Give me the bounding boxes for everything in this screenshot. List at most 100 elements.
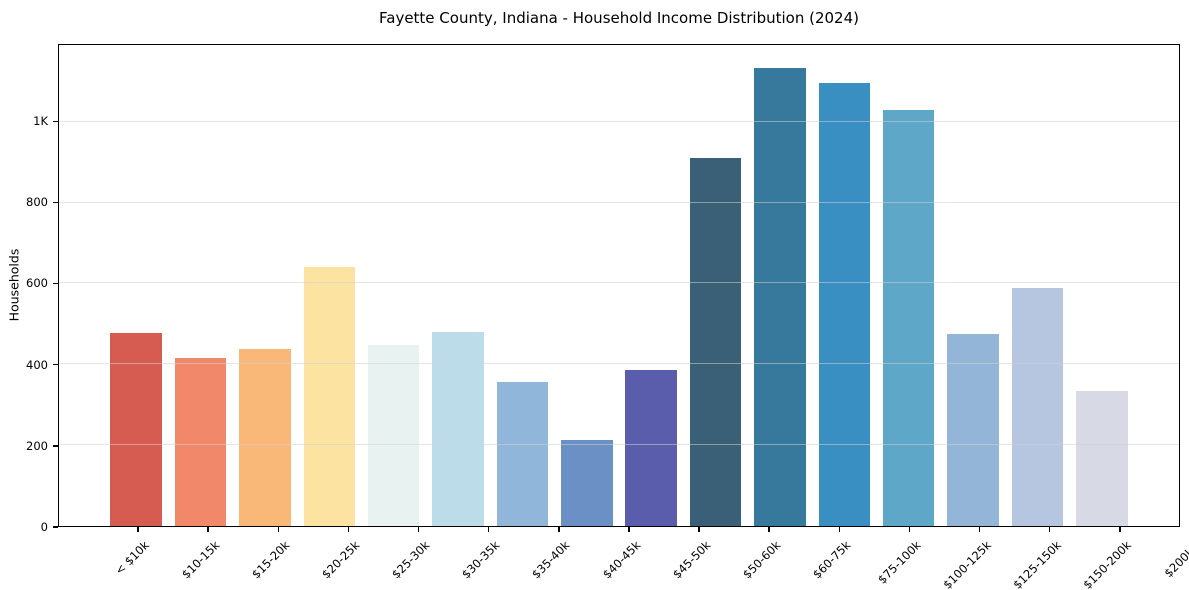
x-tick-mark bbox=[277, 527, 279, 532]
bar-slot bbox=[168, 45, 232, 526]
x-tick-slot bbox=[454, 527, 524, 532]
x-tick-label: $60-75k bbox=[809, 538, 854, 582]
x-tick-label: $150-200k bbox=[1079, 538, 1134, 590]
x-label-slot: $10-15k bbox=[173, 533, 243, 589]
x-tick-label: < $10k bbox=[112, 538, 152, 578]
x-label-slot: $75-100k bbox=[874, 533, 944, 589]
bar bbox=[754, 68, 806, 526]
bar-slot bbox=[1070, 45, 1134, 526]
bar-slot bbox=[104, 45, 168, 526]
bar-slot bbox=[941, 45, 1005, 526]
x-tick-label: $25-30k bbox=[389, 538, 433, 582]
x-label-slot: $15-20k bbox=[243, 533, 313, 589]
x-tick-label: $125-150k bbox=[1009, 538, 1064, 590]
x-tick-slot bbox=[524, 527, 594, 532]
x-tick-mark bbox=[838, 527, 840, 532]
x-tick-slot bbox=[103, 527, 173, 532]
x-tick-label: $75-100k bbox=[874, 538, 924, 587]
x-axis-ticks bbox=[58, 527, 1189, 532]
x-tick-slot bbox=[313, 527, 383, 532]
x-tick-mark bbox=[137, 527, 139, 532]
x-tick-mark bbox=[207, 527, 209, 532]
bar-slot bbox=[426, 45, 490, 526]
x-tick-slot bbox=[1155, 527, 1189, 532]
x-tick-label: $50-60k bbox=[739, 538, 784, 582]
bar bbox=[367, 345, 420, 526]
y-tick-mark bbox=[53, 120, 58, 122]
x-label-slot: $125-150k bbox=[1010, 533, 1085, 590]
x-label-slot: $25-30k bbox=[384, 533, 454, 589]
bar-slot bbox=[555, 45, 619, 526]
x-tick-mark bbox=[347, 527, 350, 532]
x-tick-mark bbox=[558, 527, 560, 532]
bar-slot bbox=[877, 45, 941, 526]
x-tick-slot bbox=[664, 527, 734, 532]
x-label-slot: < $10k bbox=[103, 533, 173, 589]
x-tick-slot bbox=[243, 527, 313, 532]
bar-slot bbox=[748, 45, 812, 526]
x-tick-label: $100-125k bbox=[939, 538, 994, 590]
x-tick-mark bbox=[628, 527, 630, 532]
bar bbox=[561, 440, 613, 526]
y-tick-label: 0 bbox=[40, 520, 48, 534]
x-tick-label: $20-25k bbox=[318, 538, 363, 582]
x-tick-mark bbox=[1119, 527, 1121, 532]
y-tick-mark bbox=[53, 201, 58, 203]
y-tick-label: 400 bbox=[26, 357, 48, 372]
x-label-slot: $20-25k bbox=[313, 533, 383, 589]
x-tick-label: $200k+ bbox=[1161, 538, 1189, 581]
y-tick-label: 200 bbox=[26, 438, 48, 453]
bar-slot bbox=[297, 45, 361, 526]
x-label-slot: $100-125k bbox=[940, 533, 1015, 590]
chart-title: Fayette County, Indiana - Household Inco… bbox=[379, 9, 859, 27]
bar bbox=[496, 382, 549, 526]
bar bbox=[882, 109, 935, 526]
x-tick-slot bbox=[1015, 527, 1085, 532]
x-tick-slot bbox=[384, 527, 454, 532]
x-label-slot: $40-45k bbox=[594, 533, 664, 589]
y-tick-mark bbox=[53, 445, 58, 447]
bar bbox=[818, 83, 871, 526]
y-tick-mark bbox=[53, 526, 58, 528]
x-tick-label: $40-45k bbox=[599, 538, 643, 582]
x-tick-mark bbox=[487, 527, 490, 532]
y-tick-label: 1K bbox=[33, 114, 48, 129]
x-axis-labels: < $10k $10-15k $15-20k $20-25k $25-30k $30-35… bbox=[58, 533, 1189, 590]
y-tick-mark bbox=[53, 282, 58, 285]
bar bbox=[110, 332, 162, 526]
y-tick-mark bbox=[53, 364, 58, 366]
x-tick-mark bbox=[1048, 527, 1051, 532]
x-tick-mark bbox=[768, 527, 770, 532]
x-tick-mark bbox=[698, 527, 700, 532]
x-label-slot: $50-60k bbox=[734, 533, 804, 589]
x-label-slot: $30-35k bbox=[454, 533, 524, 589]
x-tick-slot bbox=[804, 527, 874, 532]
bar-slot bbox=[233, 45, 297, 526]
bar bbox=[1076, 391, 1128, 526]
bar bbox=[303, 267, 356, 526]
y-tick-label: 800 bbox=[26, 195, 48, 210]
bar bbox=[947, 334, 999, 526]
x-tick-slot bbox=[594, 527, 664, 532]
x-tick-label: $15-20k bbox=[248, 538, 293, 582]
x-label-slot: $45-50k bbox=[664, 533, 734, 589]
bar bbox=[1011, 287, 1064, 526]
x-tick-mark bbox=[978, 527, 981, 532]
x-tick-slot bbox=[173, 527, 243, 532]
x-tick-mark bbox=[908, 527, 911, 532]
bar-slot bbox=[1005, 45, 1069, 526]
x-tick-label: $35-40k bbox=[529, 538, 573, 582]
bar-slot bbox=[812, 45, 876, 526]
bar bbox=[174, 357, 227, 526]
bar-slot bbox=[490, 45, 554, 526]
plot-area bbox=[58, 44, 1180, 527]
bar-slot bbox=[683, 45, 747, 526]
x-tick-slot bbox=[874, 527, 944, 532]
x-tick-slot bbox=[945, 527, 1015, 532]
bar-slot bbox=[362, 45, 426, 526]
bar bbox=[689, 157, 742, 526]
bar bbox=[239, 348, 291, 526]
y-tick-label: 600 bbox=[26, 276, 48, 291]
x-tick-slot bbox=[734, 527, 804, 532]
x-label-slot: $200k+ bbox=[1155, 533, 1189, 589]
